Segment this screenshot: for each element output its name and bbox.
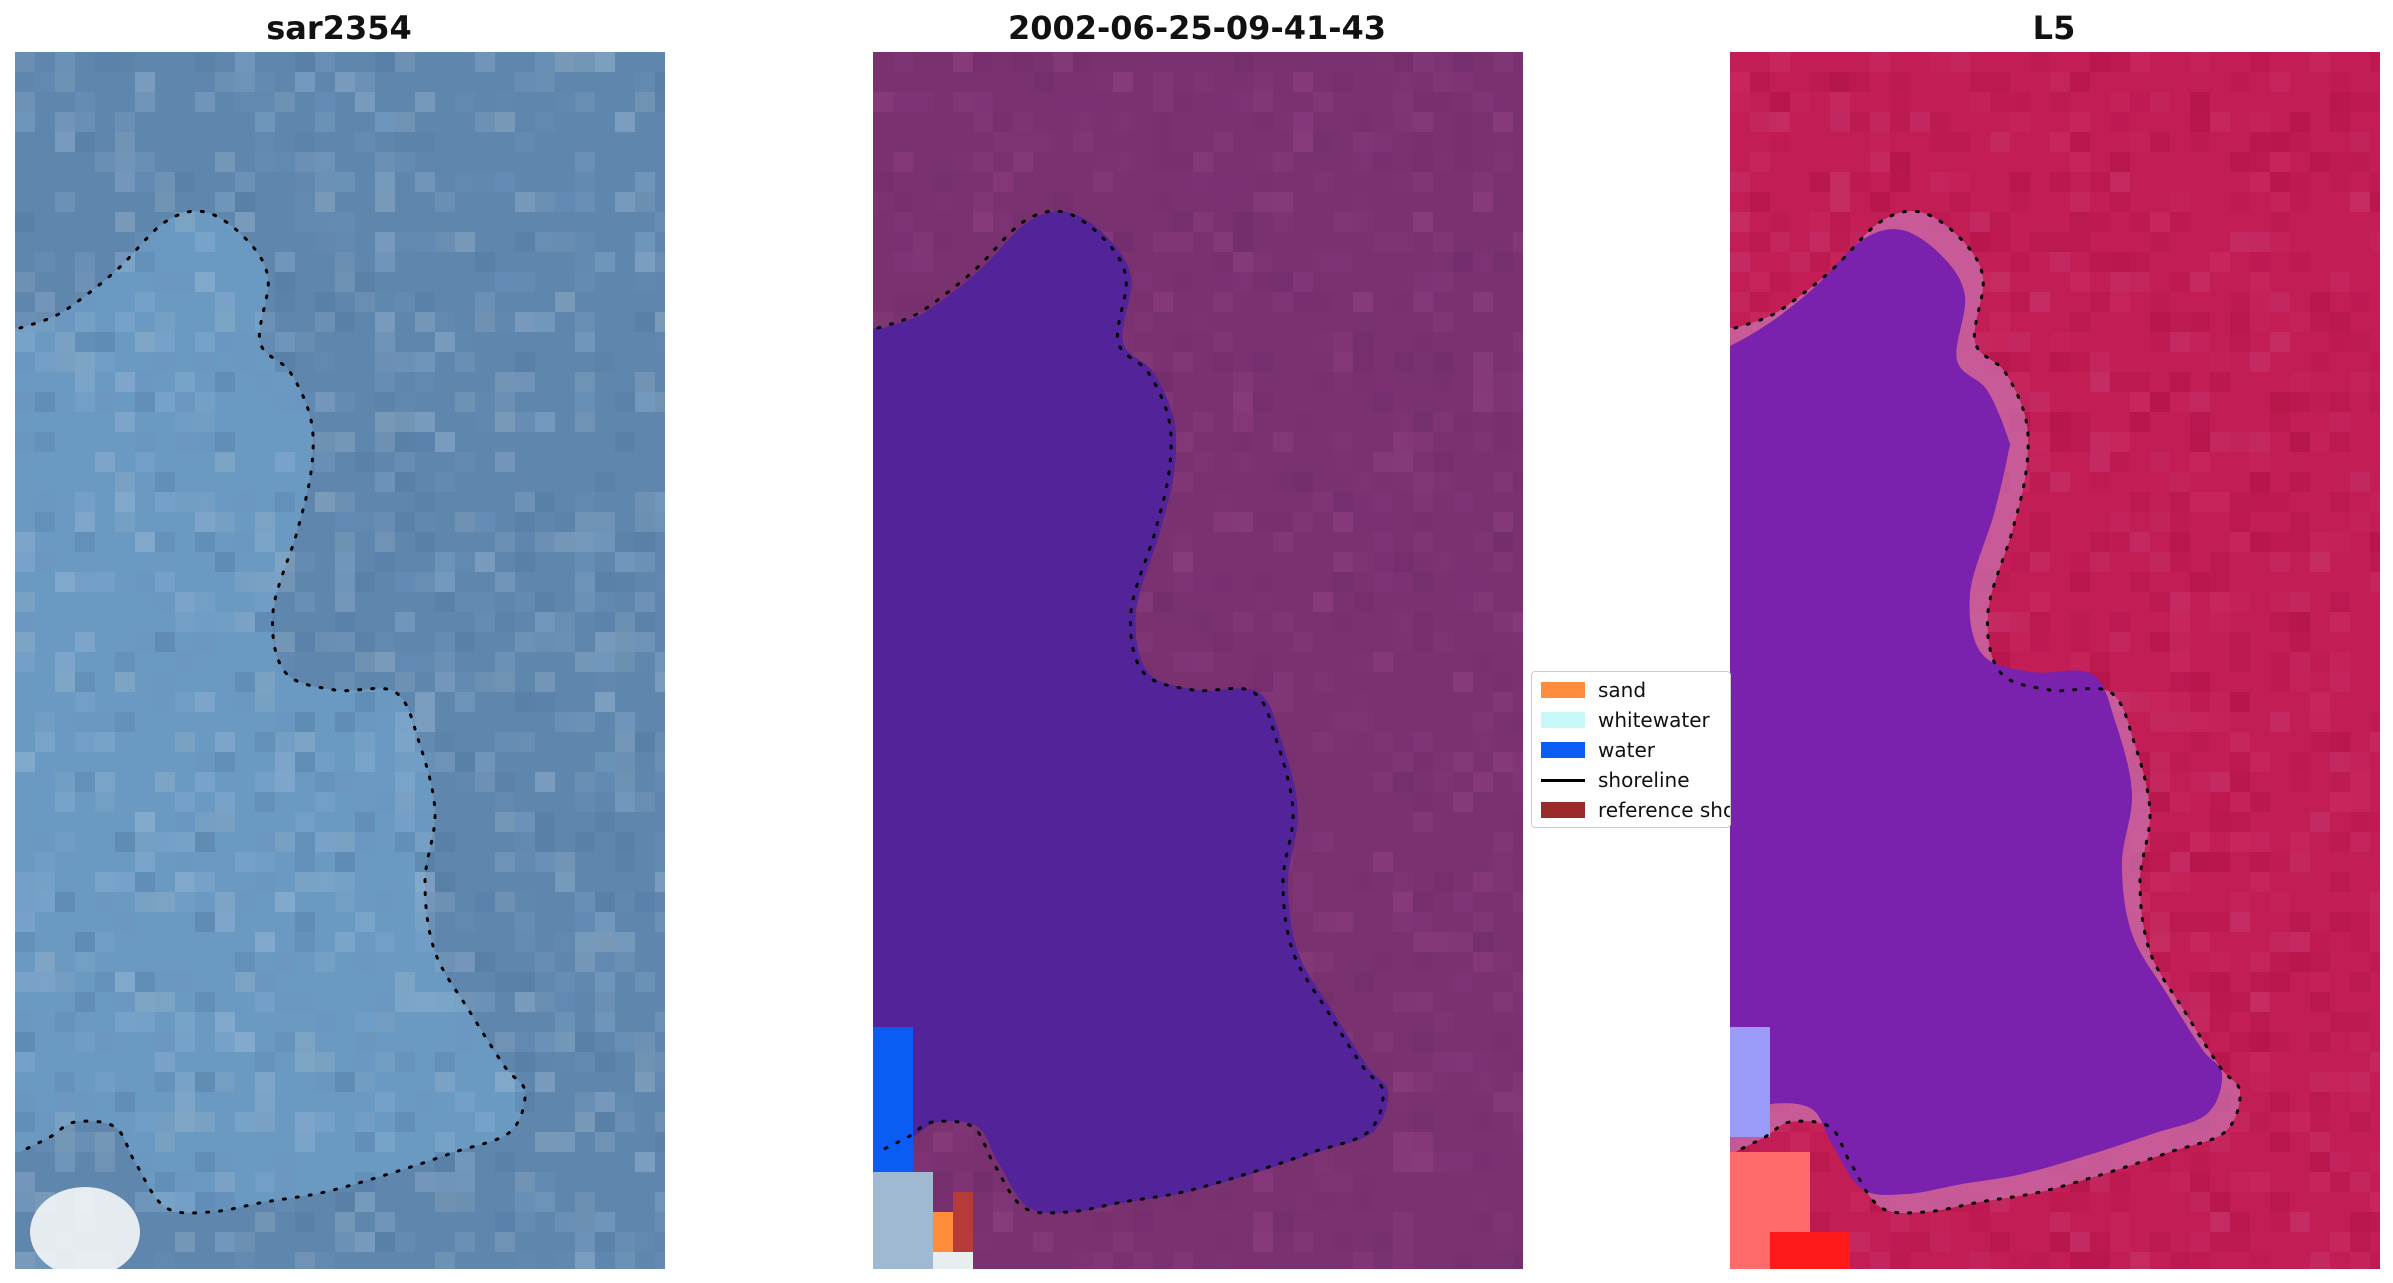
panel-title-index: L5 <box>2032 9 2076 47</box>
legend-item-shoreline: shoreline <box>1532 765 1730 795</box>
rgb-satellite-image <box>15 52 665 1269</box>
shoreline-line-swatch <box>1541 779 1585 782</box>
classified-reference-pixels <box>953 1192 973 1252</box>
legend-item-sand: sand <box>1532 675 1730 705</box>
legend-label-shoreline: shoreline <box>1598 768 1690 792</box>
classified-image <box>873 52 1523 1269</box>
index-image-panel <box>1730 52 2380 1269</box>
legend: sand whitewater water shoreline referenc… <box>1531 671 1731 828</box>
legend-label-sand: sand <box>1598 678 1647 702</box>
classified-white-pixels <box>933 1252 973 1269</box>
legend-label-reference-shoreline: reference shoreline <box>1598 798 1730 822</box>
water-index-image <box>1730 52 2380 1269</box>
reference-shoreline-swatch <box>1541 802 1585 818</box>
whitewater-swatch <box>1541 712 1585 728</box>
classified-shoreline-dots <box>876 209 1385 1215</box>
legend-item-water: water <box>1532 735 1730 765</box>
index-bright-red-pixels <box>1770 1232 1850 1269</box>
classified-whitewater-pixels <box>873 1172 933 1269</box>
index-light-pixels <box>1730 1027 1770 1137</box>
legend-label-water: water <box>1598 738 1655 762</box>
legend-item-reference-shoreline: reference shoreline <box>1532 795 1730 825</box>
sand-swatch <box>1541 682 1585 698</box>
rgb-bright-patch <box>30 1187 140 1269</box>
rgb-image-panel <box>15 52 665 1269</box>
classified-image-panel <box>873 52 1523 1269</box>
legend-label-whitewater: whitewater <box>1598 708 1710 732</box>
rgb-pixel-texture <box>15 52 665 1269</box>
classified-water-region <box>873 211 1389 1214</box>
index-water-region <box>1730 229 2223 1196</box>
water-swatch <box>1541 742 1585 758</box>
rgb-lagoon-area <box>15 211 526 1214</box>
rgb-shoreline-dots <box>18 209 527 1215</box>
index-shoreline-dots <box>1733 209 2242 1215</box>
panel-title-rgb: sar2354 <box>266 9 412 47</box>
classified-water-pixels <box>873 1027 913 1172</box>
legend-item-whitewater: whitewater <box>1532 705 1730 735</box>
panel-title-classified: 2002-06-25-09-41-43 <box>1007 9 1387 47</box>
